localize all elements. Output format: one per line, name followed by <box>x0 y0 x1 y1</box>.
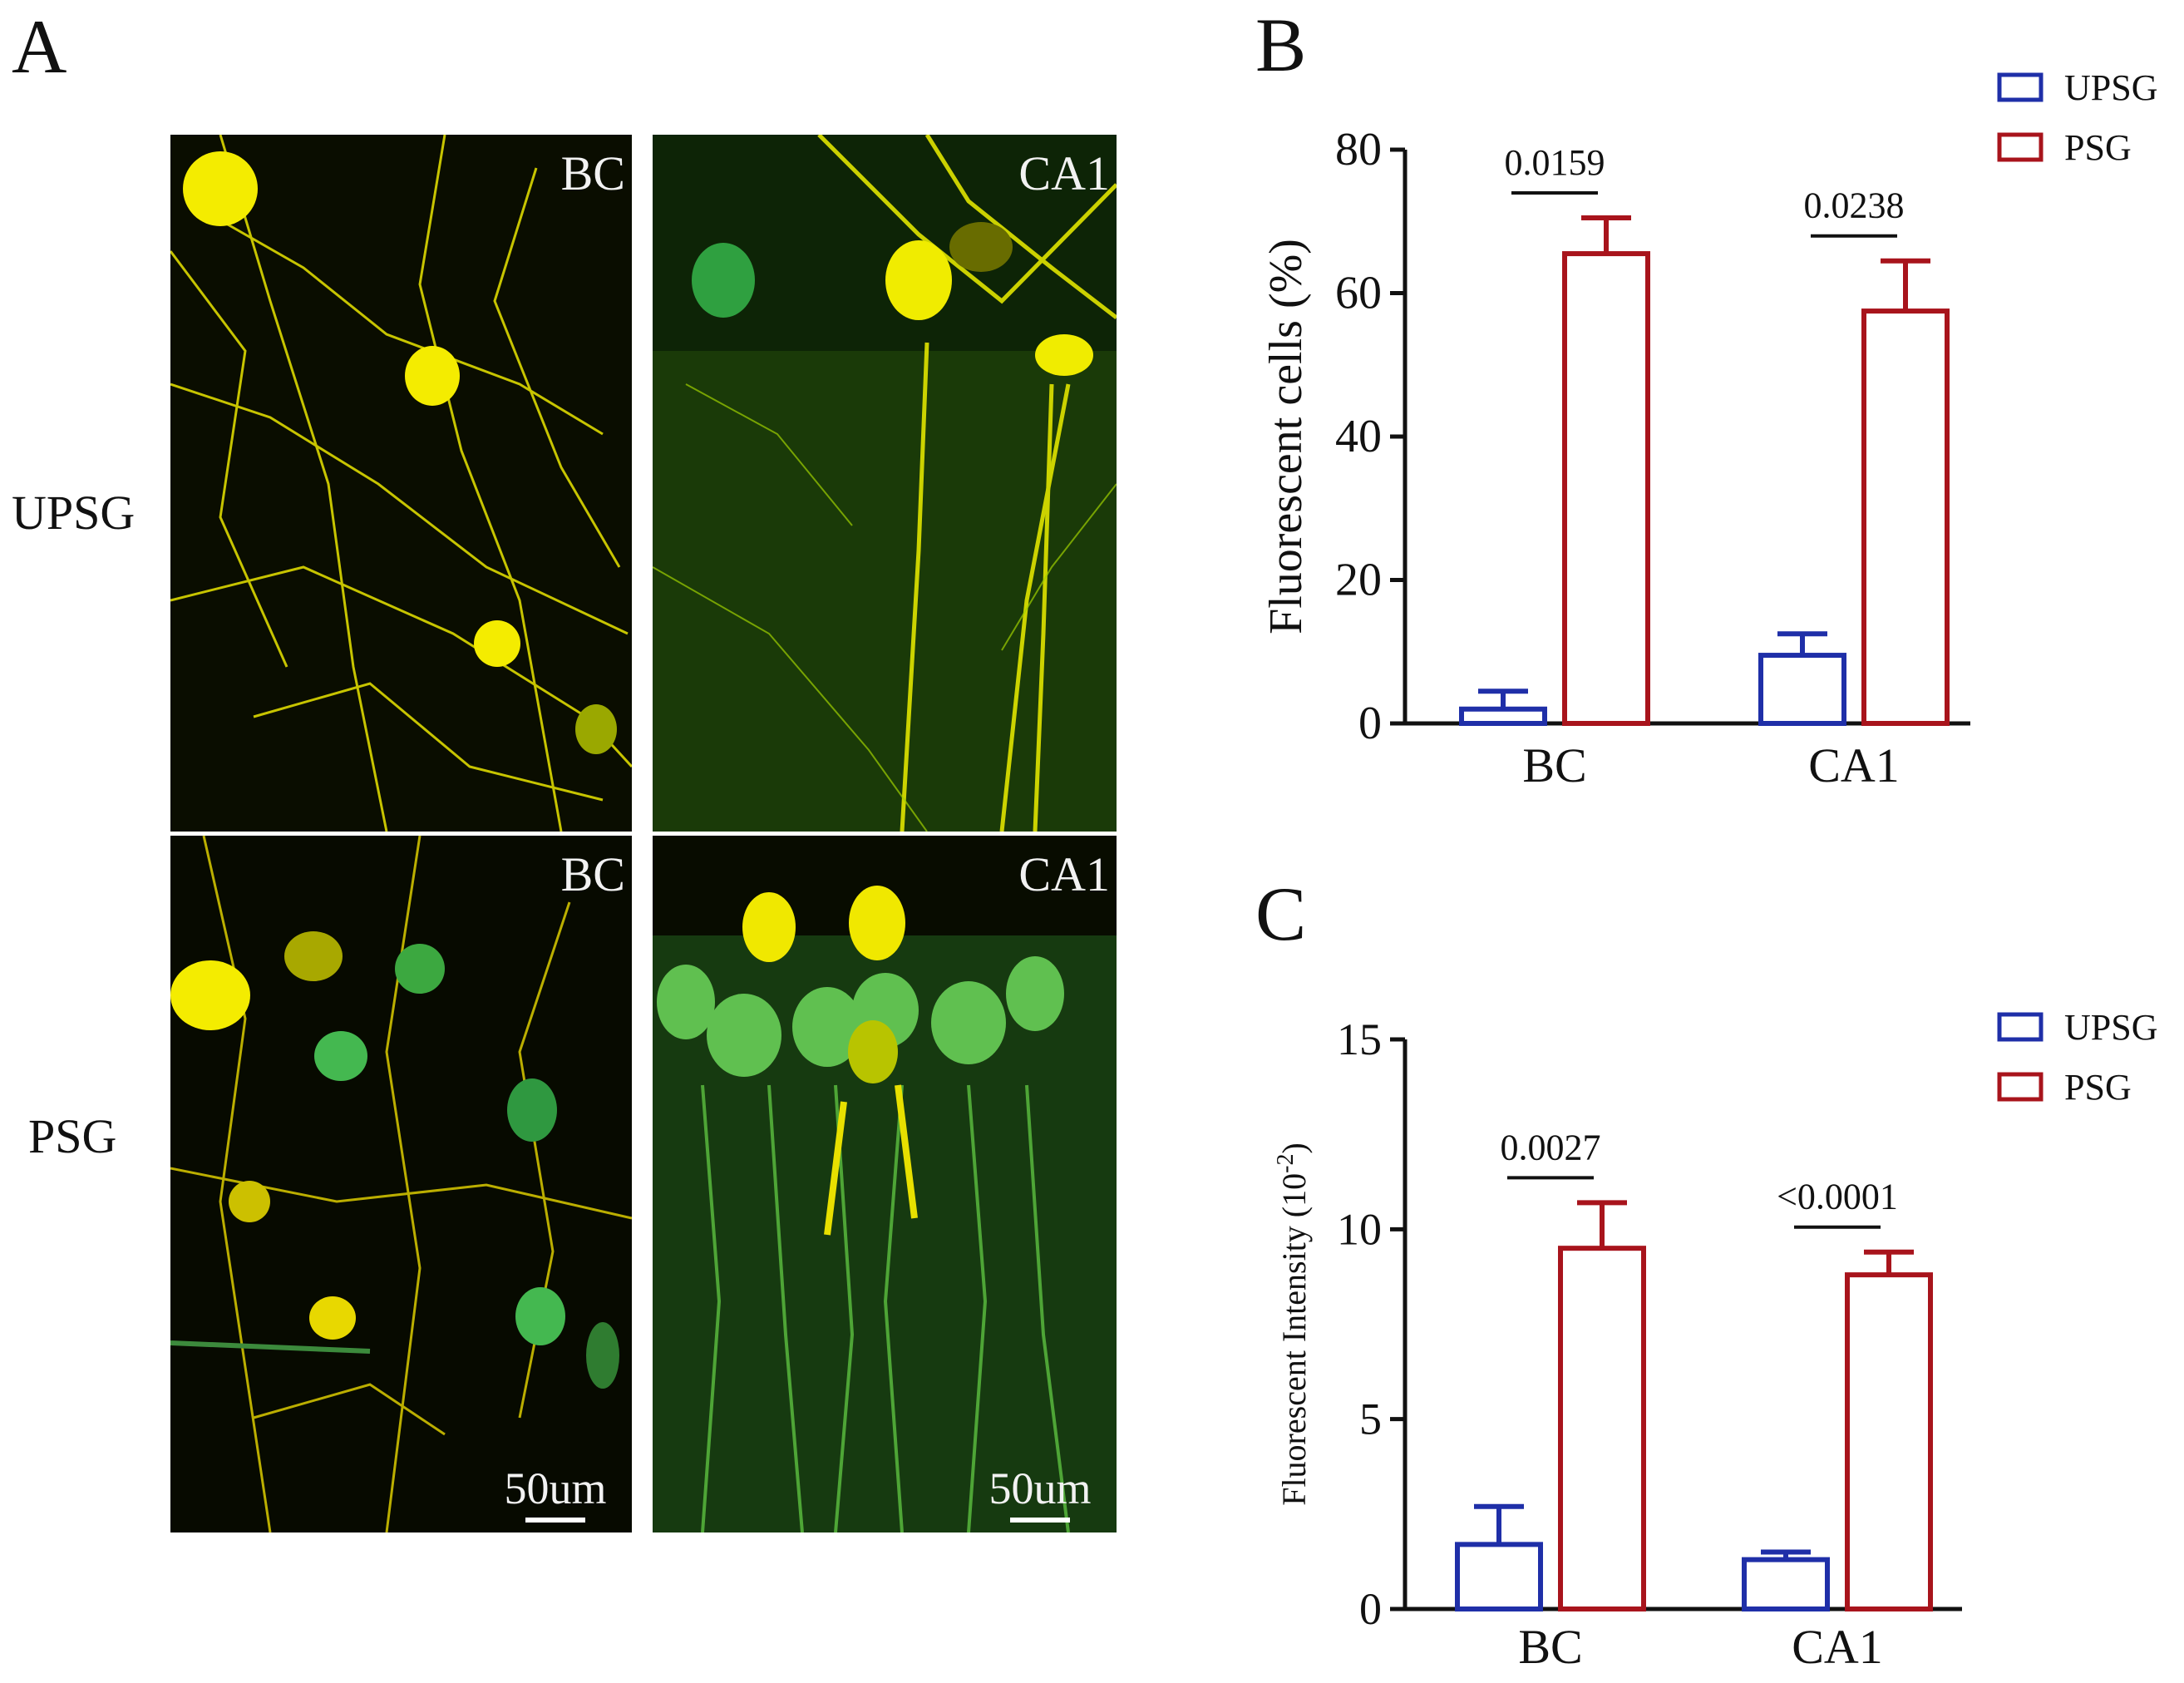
bar <box>1459 706 1547 726</box>
y-tick-label: 10 <box>1337 1204 1382 1254</box>
p-value-label: 0.0238 <box>1804 185 1905 226</box>
y-tick-label: 80 <box>1335 124 1382 175</box>
y-tick-label: 0 <box>1359 1584 1382 1634</box>
micrograph-upsg-bc: BC <box>170 135 632 832</box>
panel-letter: C <box>1255 871 1306 956</box>
y-axis-label: Fluorescent cells (%) <box>1260 239 1312 634</box>
legend-swatch <box>1997 1072 2043 1102</box>
x-tick-label: BC <box>1522 738 1586 792</box>
micrograph-upsg-ca1: CA1 <box>653 135 1117 832</box>
bar <box>1758 653 1846 726</box>
legend-label: UPSG <box>2064 1007 2158 1048</box>
bar <box>1845 1272 1933 1611</box>
micrograph-upsg-bc-image <box>170 135 632 832</box>
micrograph-psg-bc: BC 50um <box>170 836 632 1532</box>
p-value-label: 0.0159 <box>1505 142 1605 183</box>
p-value-label: <0.0001 <box>1777 1177 1898 1217</box>
y-axis-label-superscript: -2 <box>1273 1154 1299 1173</box>
legend-label: PSG <box>2064 127 2132 168</box>
row-label-psg: PSG <box>28 1109 117 1163</box>
scale-bar-label: 50um <box>988 1463 1092 1513</box>
p-value-label: 0.0027 <box>1501 1127 1601 1167</box>
y-tick-label: 5 <box>1359 1394 1382 1444</box>
y-tick-label: 20 <box>1335 555 1382 606</box>
y-tick-label: 60 <box>1335 268 1382 319</box>
y-tick-label: 15 <box>1337 1014 1382 1064</box>
y-axis-label-end: ) <box>1275 1143 1313 1153</box>
row-label-upsg: UPSG <box>12 486 136 540</box>
panel-letter: B <box>1255 2 1306 87</box>
y-axis-label: Fluorescent Intensity (10-2) <box>1273 1143 1314 1506</box>
bar <box>1562 251 1650 726</box>
micrograph-region-label: CA1 <box>1018 847 1110 901</box>
legend-swatch <box>1997 132 2043 162</box>
legend-swatch <box>1997 72 2043 102</box>
x-tick-label: CA1 <box>1792 1620 1883 1674</box>
bar <box>1742 1557 1830 1611</box>
x-tick-label: BC <box>1518 1620 1582 1674</box>
bar <box>1455 1542 1543 1612</box>
scale-bar-label: 50um <box>504 1463 607 1513</box>
bar <box>1558 1246 1646 1611</box>
micrograph-psg-bc-image <box>170 836 632 1532</box>
y-tick-label: 40 <box>1335 411 1382 462</box>
micrograph-region-label: BC <box>560 847 625 901</box>
scale-bar: 50um <box>489 1466 622 1523</box>
bar <box>1861 308 1950 726</box>
legend-label: PSG <box>2064 1067 2132 1108</box>
micrograph-psg-ca1: CA1 50um <box>653 836 1117 1532</box>
scale-bar-line <box>1010 1518 1070 1523</box>
micrograph-upsg-ca1-image <box>653 135 1117 832</box>
x-tick-label: CA1 <box>1808 738 1900 792</box>
panel-a-letter: A <box>12 4 67 89</box>
scale-bar: 50um <box>974 1466 1107 1523</box>
micrograph-region-label: BC <box>560 146 625 200</box>
micrograph-psg-ca1-image <box>653 836 1117 1532</box>
micrograph-region-label: CA1 <box>1018 146 1110 200</box>
legend-label: UPSG <box>2064 67 2158 108</box>
y-tick-label: 0 <box>1358 698 1382 749</box>
legend-swatch <box>1997 1012 2043 1042</box>
scale-bar-line <box>525 1518 585 1523</box>
